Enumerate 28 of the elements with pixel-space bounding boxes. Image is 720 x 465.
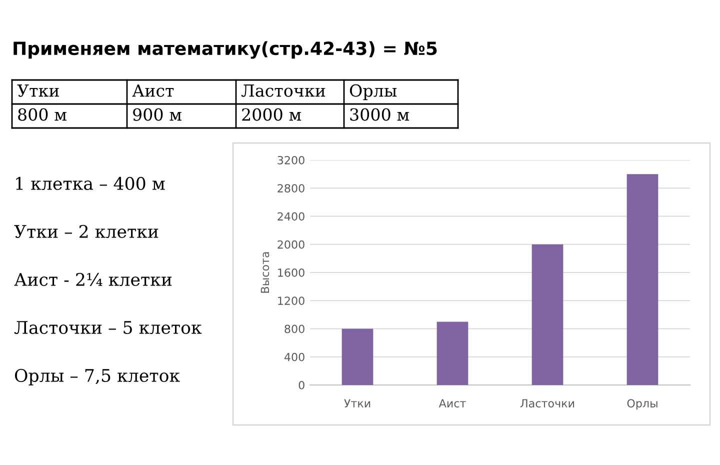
x-tick-label: Орлы xyxy=(627,399,658,410)
y-tick-label: 0 xyxy=(298,380,304,390)
x-tick-label: Аист xyxy=(438,399,466,408)
chart-title: Применяем математику(стр.42-43) = №5 xyxy=(14,41,437,59)
y-tick-label: 400 xyxy=(284,352,304,362)
y-axis-title: Высота xyxy=(260,252,270,293)
y-tick-label: 3200 xyxy=(278,156,304,164)
text: 800 м xyxy=(18,108,66,121)
category-label: Орлы xyxy=(350,84,397,100)
category-label: Аист xyxy=(132,84,174,97)
text: 900 м xyxy=(133,108,182,121)
text: Утки – 2 клетки xyxy=(14,224,158,238)
x-tick-label: Ласточки xyxy=(520,399,574,408)
x-tick-label: Утки xyxy=(344,399,370,408)
y-tick-label: 2400 xyxy=(278,212,304,221)
y-tick-label: 1600 xyxy=(278,268,304,277)
y-tick-label: 800 xyxy=(284,324,304,334)
y-tick-label: 2000 xyxy=(278,240,304,249)
category-label: Утки xyxy=(17,84,59,97)
category-label: Ласточки xyxy=(241,84,326,97)
text: 2000 м xyxy=(242,108,302,121)
text: Ласточки – 5 клеток xyxy=(14,321,202,334)
text: 1 клетка – 400 м xyxy=(16,176,165,190)
text: Орлы – 7,5 клеток xyxy=(14,368,180,386)
text: 3000 м xyxy=(350,108,410,121)
y-tick-label: 2800 xyxy=(278,184,304,193)
text: Аист - 2¼ клетки xyxy=(14,272,172,286)
y-tick-label: 1200 xyxy=(278,296,304,306)
